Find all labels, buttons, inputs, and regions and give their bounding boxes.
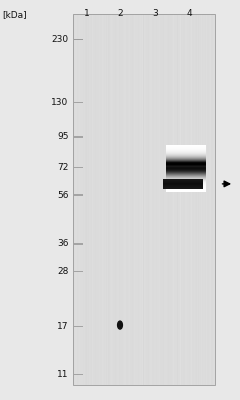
Text: 36: 36 [57, 239, 68, 248]
Text: 56: 56 [57, 190, 68, 200]
Text: 95: 95 [57, 132, 68, 141]
Circle shape [118, 321, 122, 329]
Text: 17: 17 [57, 322, 68, 331]
Bar [74, 102, 83, 103]
Text: 4: 4 [187, 9, 192, 18]
Text: 230: 230 [51, 35, 68, 44]
Text: 3: 3 [152, 9, 158, 18]
Text: 72: 72 [57, 163, 68, 172]
Text: 2: 2 [117, 9, 123, 18]
Bar [74, 326, 83, 327]
Bar [74, 167, 83, 168]
Bar [74, 243, 83, 244]
Bar [73, 14, 215, 385]
Bar [74, 271, 83, 272]
Bar [74, 136, 83, 138]
Text: 1: 1 [84, 9, 89, 18]
Bar [74, 374, 83, 375]
Text: [kDa]: [kDa] [2, 10, 27, 19]
Text: 130: 130 [51, 98, 68, 107]
Bar [74, 194, 83, 196]
Bar [74, 39, 83, 40]
Text: 11: 11 [57, 370, 68, 379]
Text: 28: 28 [57, 267, 68, 276]
